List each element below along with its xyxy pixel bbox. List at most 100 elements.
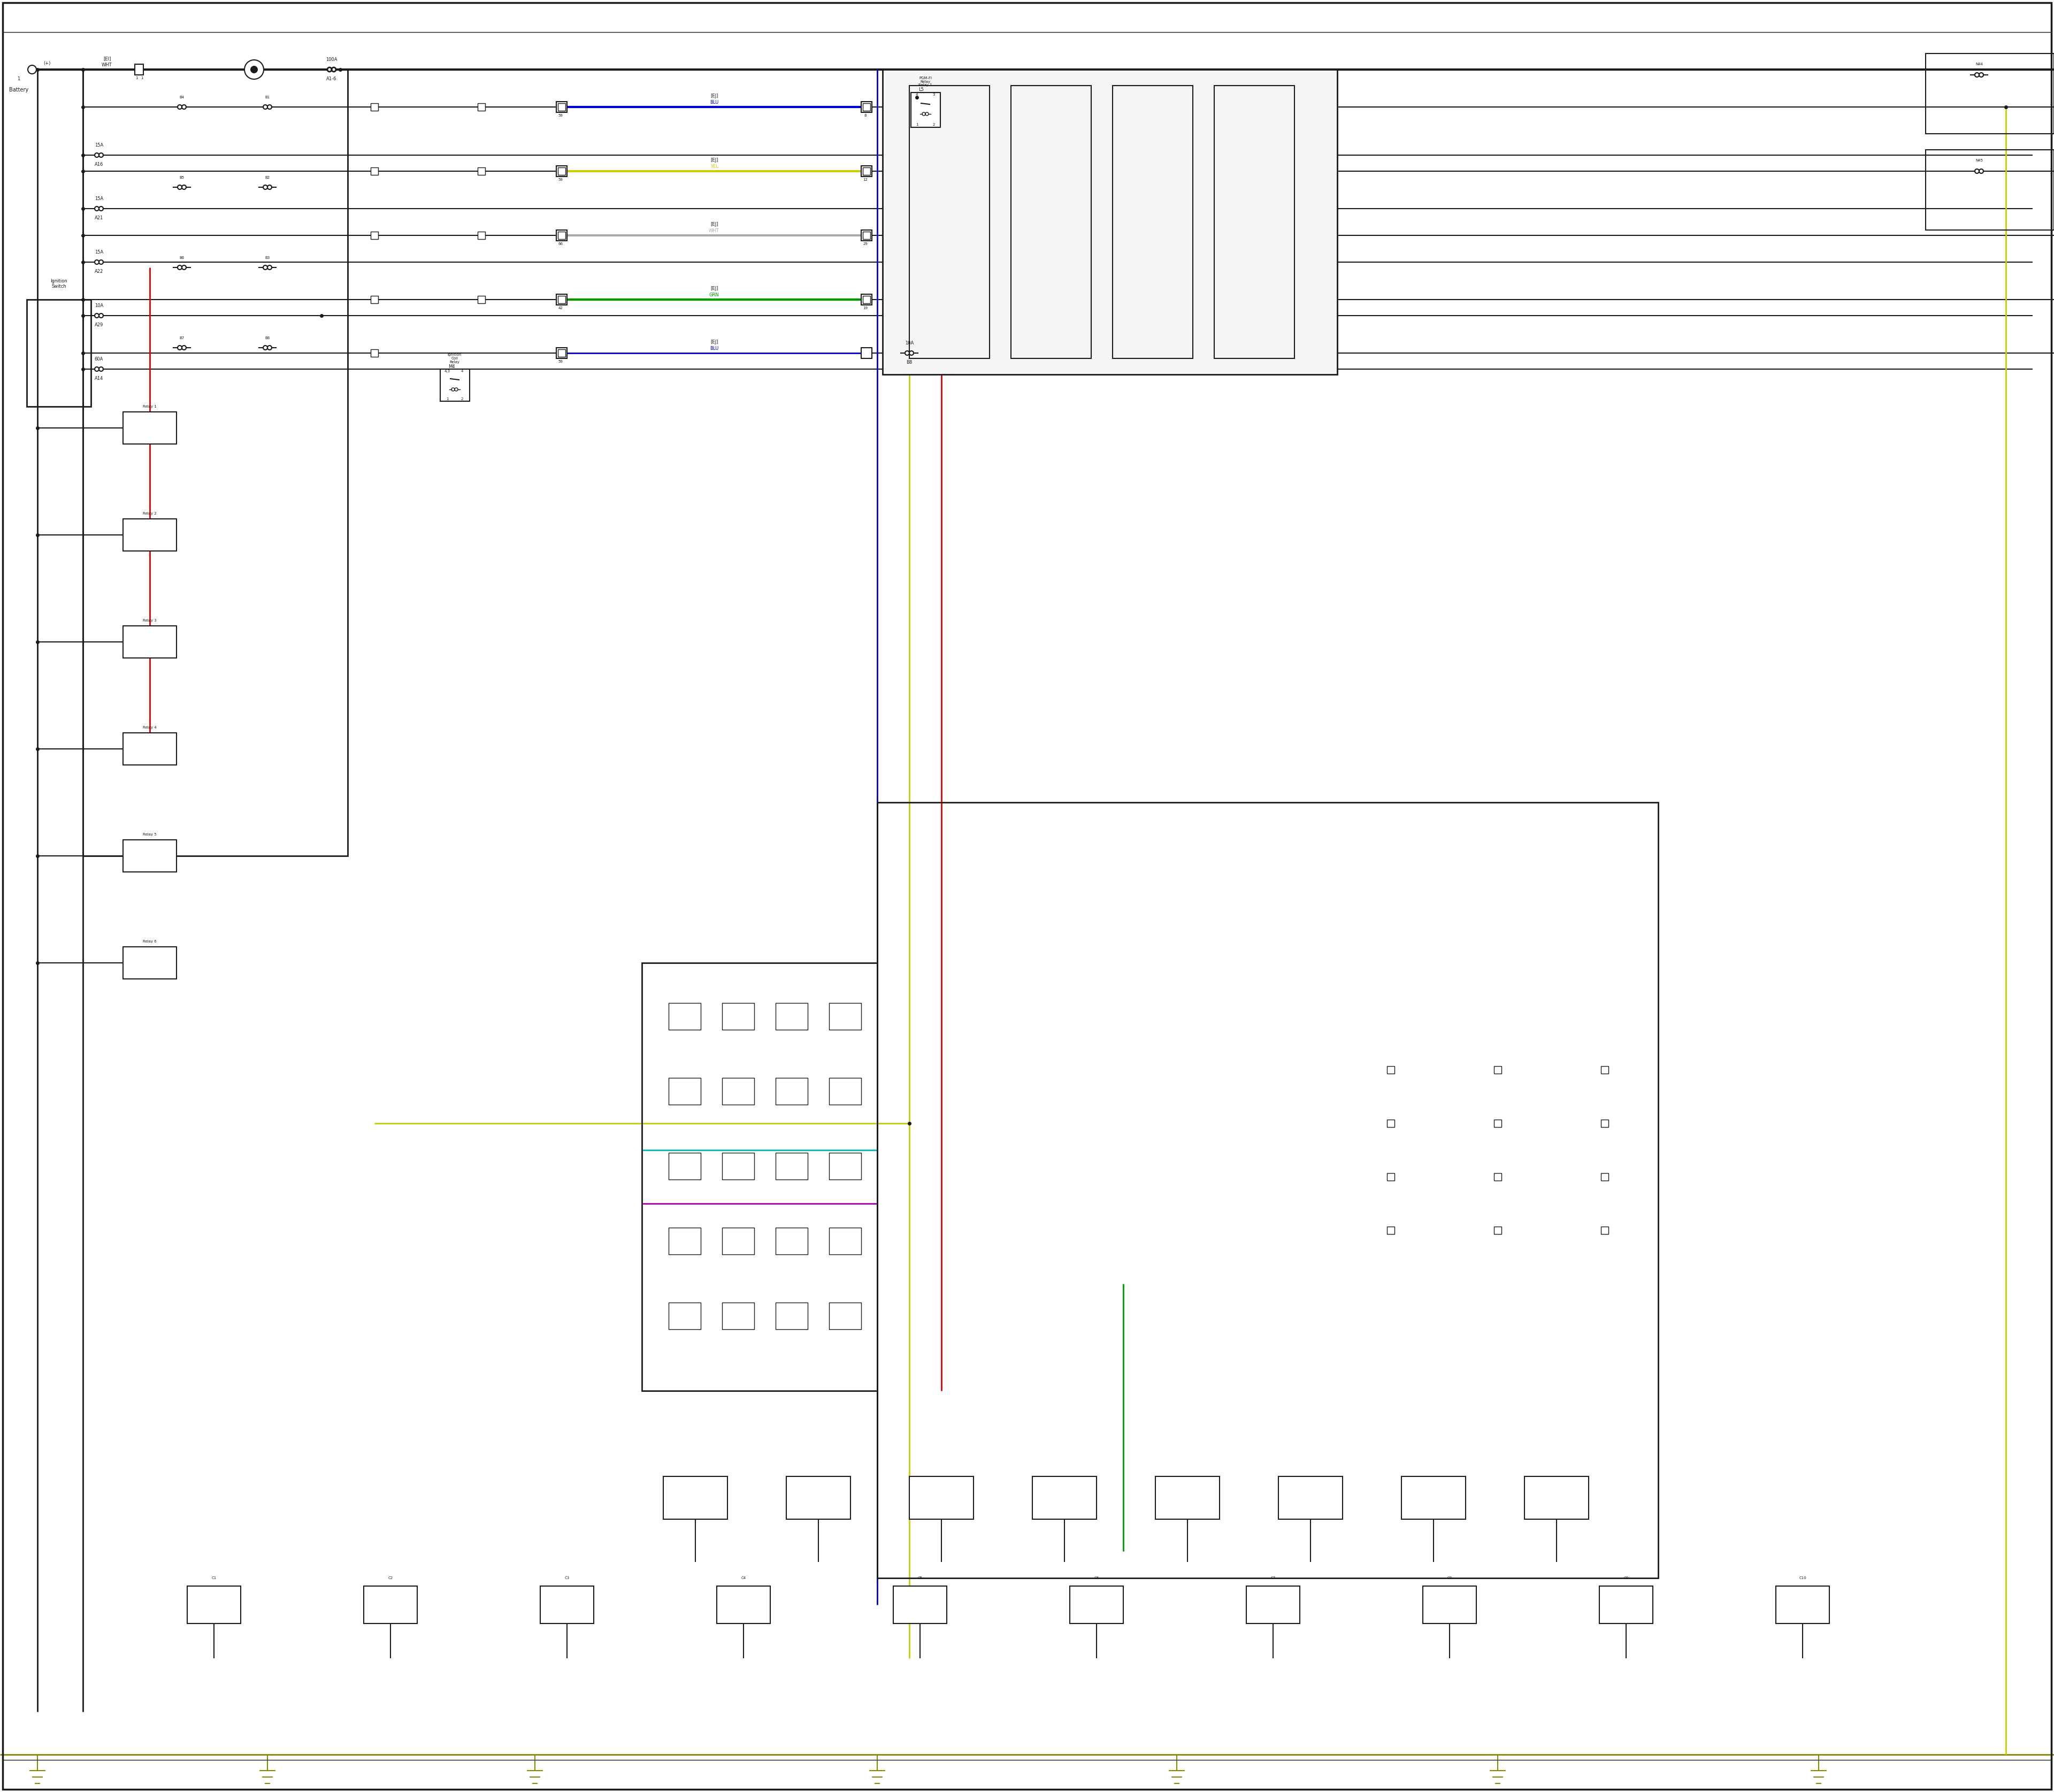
Text: BLU: BLU — [711, 100, 719, 106]
Text: 66: 66 — [559, 242, 563, 246]
Bar — [557, 348, 567, 358]
Circle shape — [99, 206, 103, 211]
Bar — [1154, 1477, 1220, 1520]
Bar — [670, 1004, 700, 1030]
Bar — [1600, 1066, 1608, 1073]
Circle shape — [99, 314, 103, 317]
Bar — [830, 1152, 861, 1179]
Text: M4: M4 — [448, 364, 454, 369]
Text: Battery: Battery — [8, 88, 29, 93]
Bar — [1600, 1120, 1608, 1127]
Bar — [559, 167, 565, 176]
Text: N44: N44 — [1976, 63, 1982, 66]
Text: Relay 1: Relay 1 — [144, 405, 156, 409]
Circle shape — [177, 346, 183, 349]
Bar — [830, 1303, 861, 1330]
Circle shape — [1974, 168, 1980, 174]
Bar — [1247, 1586, 1300, 1624]
Bar — [1600, 1586, 1653, 1624]
Text: 10A: 10A — [906, 340, 914, 346]
Bar — [863, 231, 871, 238]
Bar — [1493, 1226, 1501, 1235]
Text: B1: B1 — [265, 95, 269, 99]
Bar — [1401, 1477, 1467, 1520]
Text: A14: A14 — [94, 376, 103, 382]
Text: B4: B4 — [179, 95, 185, 99]
Circle shape — [94, 206, 99, 211]
Bar — [559, 104, 565, 111]
Circle shape — [251, 66, 257, 73]
Text: 4: 4 — [460, 369, 464, 373]
Bar — [370, 349, 378, 357]
Text: C5: C5 — [918, 1577, 922, 1579]
Circle shape — [94, 152, 99, 158]
Bar — [123, 733, 177, 765]
Bar — [370, 167, 378, 176]
Text: 59: 59 — [559, 177, 563, 181]
Bar — [776, 1004, 807, 1030]
Bar — [559, 349, 565, 357]
Bar — [1493, 1120, 1501, 1127]
Circle shape — [99, 367, 103, 371]
Circle shape — [331, 68, 337, 72]
Bar — [670, 1228, 700, 1254]
Bar — [557, 167, 567, 177]
Circle shape — [177, 106, 183, 109]
Text: A21: A21 — [94, 215, 103, 220]
Bar — [187, 1586, 240, 1624]
Text: C6: C6 — [1095, 1577, 1099, 1579]
Circle shape — [183, 346, 187, 349]
Text: 15A: 15A — [94, 197, 103, 201]
Bar — [776, 1152, 807, 1179]
Text: 42: 42 — [559, 306, 563, 310]
Bar — [723, 1004, 754, 1030]
Bar — [883, 70, 1337, 375]
Bar — [1070, 1586, 1124, 1624]
Text: Relay 5: Relay 5 — [144, 833, 156, 837]
Text: 19: 19 — [863, 306, 869, 310]
Bar — [723, 1077, 754, 1104]
Bar — [479, 296, 485, 303]
Text: [EJ]: [EJ] — [711, 222, 719, 228]
Text: 8: 8 — [865, 115, 867, 116]
Text: Relay 4: Relay 4 — [144, 726, 156, 729]
Text: YEL: YEL — [711, 165, 719, 168]
Bar — [123, 520, 177, 550]
Bar — [863, 104, 871, 111]
Bar — [1927, 151, 2054, 229]
Text: 60A: 60A — [94, 357, 103, 362]
Bar — [861, 167, 871, 177]
Text: A1-6: A1-6 — [327, 77, 337, 82]
Bar — [123, 946, 177, 978]
Circle shape — [94, 314, 99, 317]
Bar — [1386, 1226, 1395, 1235]
Text: BLU: BLU — [711, 346, 719, 351]
Circle shape — [1974, 73, 1980, 77]
Text: 1: 1 — [16, 77, 21, 82]
Text: C2: C2 — [388, 1577, 392, 1579]
Bar — [723, 1152, 754, 1179]
Bar — [1214, 86, 1294, 358]
Text: B7: B7 — [179, 337, 185, 340]
Text: C9: C9 — [1623, 1577, 1629, 1579]
Bar — [1777, 1586, 1830, 1624]
Text: GRN: GRN — [709, 292, 719, 297]
Bar — [910, 91, 941, 127]
Bar — [861, 102, 871, 113]
Bar — [370, 296, 378, 303]
Text: B5: B5 — [179, 176, 185, 179]
Text: WHT: WHT — [103, 63, 113, 68]
Bar — [1033, 1477, 1097, 1520]
Bar — [861, 229, 871, 240]
Bar — [559, 296, 565, 303]
Text: 4: 4 — [916, 93, 918, 97]
Circle shape — [327, 68, 331, 72]
Text: 1: 1 — [136, 77, 138, 79]
Bar — [479, 231, 485, 238]
Circle shape — [1980, 168, 1984, 174]
Text: 59: 59 — [559, 360, 563, 364]
Text: C3: C3 — [565, 1577, 569, 1579]
Circle shape — [267, 346, 271, 349]
Text: [EJ]: [EJ] — [711, 340, 719, 344]
Bar — [893, 1586, 947, 1624]
